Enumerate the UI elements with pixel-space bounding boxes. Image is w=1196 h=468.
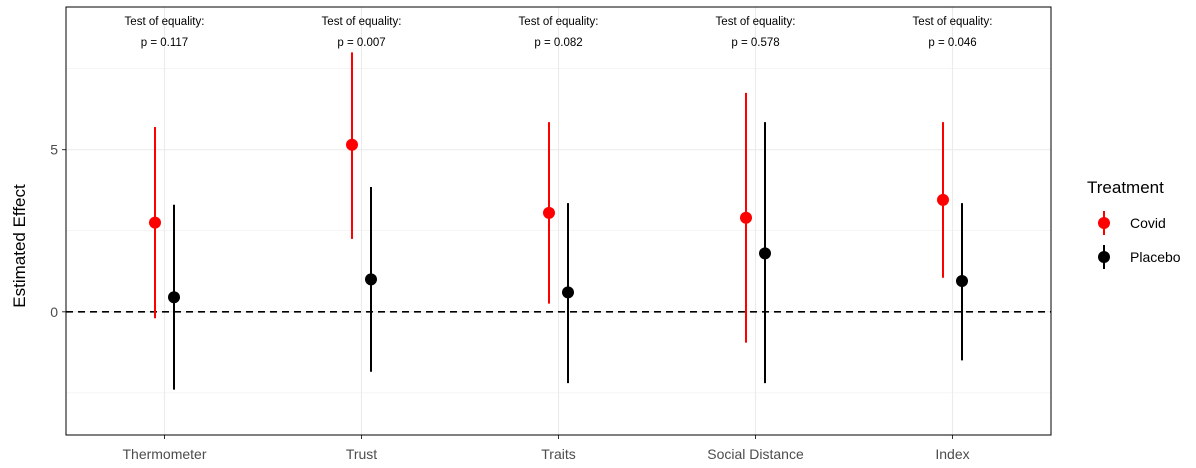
point-estimate-placebo: [168, 291, 180, 304]
legend-key-point-placebo: [1098, 251, 1110, 263]
point-estimate-covid: [346, 138, 358, 151]
y-tick-label: 0: [50, 304, 58, 320]
point-estimate-covid: [740, 211, 752, 224]
annotation-p-value: p = 0.046: [928, 37, 976, 49]
point-estimate-covid: [149, 216, 161, 229]
annotation-title: Test of equality:: [125, 16, 205, 28]
x-axis: Thermometer Trust Traits Social Distance Ind…: [122, 435, 970, 462]
annotation-p-value: p = 0.117: [141, 37, 188, 49]
annotation-p-value: p = 0.082: [534, 37, 582, 49]
point-estimate-placebo: [759, 247, 771, 260]
y-tick-label: 5: [50, 142, 58, 158]
x-tick-label: Trust: [346, 446, 377, 462]
point-estimate-placebo: [956, 274, 968, 287]
y-axis-title: Estimated Effect: [10, 184, 29, 308]
legend-label-placebo: Placebo: [1130, 249, 1181, 265]
x-tick-label: Index: [935, 446, 969, 462]
annotation-p-value: p = 0.007: [337, 37, 385, 49]
y-axis: 05: [50, 142, 66, 320]
data-marks: [149, 52, 968, 390]
x-tick-label: Thermometer: [122, 446, 206, 462]
point-estimate-placebo: [365, 273, 377, 286]
x-tick-label: Traits: [541, 446, 575, 462]
point-estimate-covid: [937, 193, 949, 206]
annotation-p-value: p = 0.578: [731, 37, 779, 49]
legend-title: Treatment: [1087, 178, 1164, 197]
point-estimate-covid: [543, 206, 555, 219]
panel-border: [65, 6, 1052, 436]
legend: Treatment Covid Placebo: [1087, 178, 1181, 269]
annotation-title: Test of equality:: [913, 16, 993, 28]
point-estimate-placebo: [562, 286, 574, 299]
x-tick-label: Social Distance: [707, 446, 804, 462]
legend-key-point-covid: [1098, 217, 1110, 229]
annotation-title: Test of equality:: [716, 16, 796, 28]
annotation-title: Test of equality:: [322, 16, 402, 28]
equality-test-annotations: Test of equality: p = 0.117 Test of equali…: [125, 16, 993, 49]
annotation-title: Test of equality:: [519, 16, 599, 28]
legend-label-covid: Covid: [1130, 215, 1166, 231]
